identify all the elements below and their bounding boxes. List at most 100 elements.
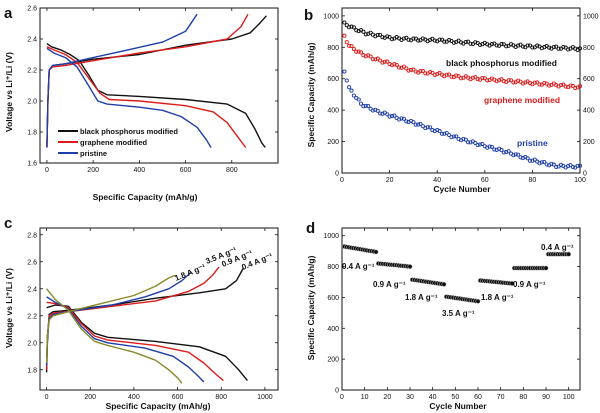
panel-b-point-1 — [354, 49, 359, 54]
panel-d-ylabel: Specific Capacity (mAh/g) — [306, 255, 316, 360]
panel-b-point-0 — [375, 32, 380, 38]
panel-b-point-0 — [416, 38, 421, 43]
panel-b-point-1 — [547, 83, 552, 88]
panel-c-rate-label-1.8: 1.8 A g⁻¹ — [173, 262, 207, 283]
panel-b-point-1 — [380, 60, 385, 65]
panel-b-point-1 — [480, 75, 485, 81]
panel-label-a: a — [4, 5, 13, 22]
panel-d-point-seg6 — [566, 251, 572, 257]
panel-b-point-2 — [477, 142, 483, 147]
panel-b-point-0 — [354, 28, 359, 33]
panel-b-frame — [341, 7, 581, 174]
panel-b-point-2 — [549, 161, 554, 166]
panel-c-ytick-label: 2.4 — [27, 286, 37, 293]
panel-b-point-2 — [375, 108, 380, 113]
panel-d-rate-label-seg6: 0.9 A g⁻¹ — [513, 280, 546, 289]
panel-b-point-1 — [544, 81, 549, 86]
panel-label-b: b — [304, 7, 313, 24]
panel-b-point-0 — [411, 36, 416, 41]
panel-d-ytick-label: 1000 — [323, 233, 339, 240]
panel-b-xlabel: Cycle Number — [433, 184, 491, 194]
panel-b-xtick-label: 0 — [340, 177, 344, 184]
panel-b-point-1 — [368, 54, 373, 59]
panel-b-point-0 — [378, 32, 383, 37]
panel-b-point-2 — [518, 155, 523, 160]
panel-c-plot: 0 200 400 600 800 1000 1.8 2.0 2.2 2.4 2.6 2.8 — [27, 227, 279, 401]
panel-b-point-2 — [542, 159, 547, 165]
panel-b-point-1 — [470, 75, 475, 80]
panel-b-point-1 — [420, 69, 425, 74]
panel-b-point-2 — [461, 136, 466, 142]
panel-d-xlabel: Cycle Number — [429, 401, 487, 411]
panel-b-ytick-label-right: 200 — [583, 139, 595, 146]
panel-b-point-0 — [468, 41, 473, 46]
panel-b-point-1 — [347, 43, 352, 48]
panel-b-point-1 — [375, 56, 380, 61]
panel-b-point-0 — [349, 24, 354, 29]
panel-b-point-0 — [527, 43, 533, 48]
panel-b-point-1 — [532, 80, 537, 85]
panel-b-ytick-label: 0 — [335, 171, 339, 178]
panel-b-ytick-label: 1000 — [323, 13, 339, 20]
panel-a-xlabel: Specific Capacity (mAh/g) — [93, 192, 198, 202]
panel-b-point-2 — [466, 140, 471, 145]
panel-b-point-1 — [342, 33, 347, 38]
panel-b-point-2 — [399, 116, 404, 121]
panel-b-point-0 — [504, 44, 509, 49]
panel-d-frame — [341, 227, 581, 391]
panel-d-rate-label-seg1: 0.4 A g⁻¹ — [342, 262, 375, 271]
panel-b-ytick-label-right: 400 — [583, 108, 595, 115]
panel-label-d: d — [306, 220, 315, 237]
panel-b-point-2 — [370, 108, 375, 113]
panel-c-xtick-label: 200 — [84, 394, 96, 401]
panel-c-xtick-label: 600 — [172, 394, 184, 401]
panel-b-point-2 — [525, 156, 530, 161]
panel-b-point-0 — [577, 46, 583, 51]
panel-b-point-2 — [475, 143, 480, 148]
panel-b-point-2 — [418, 121, 423, 126]
panel-b-point-0 — [447, 38, 452, 43]
panel-b-point-2 — [387, 114, 392, 119]
panel-b-point-2 — [527, 158, 533, 163]
panel-b-point-2 — [363, 103, 368, 108]
panel-a-charge-curve-2 — [46, 13, 198, 148]
panel-b-point-1 — [454, 73, 459, 78]
panel-c-xtick-label: 1000 — [257, 394, 273, 401]
panel-b-point-2 — [378, 111, 383, 116]
panel-c-charge-curve-3 — [45, 274, 176, 364]
panel-b-point-2 — [499, 148, 504, 153]
panel-b-point-2 — [444, 130, 449, 136]
panel-b-point-2 — [575, 163, 580, 168]
panel-b-point-0 — [566, 47, 571, 52]
panel-b-point-2 — [428, 125, 433, 130]
panel-b-point-1 — [397, 65, 402, 70]
panel-b-ytick-label-right: 600 — [583, 76, 595, 83]
panel-b-point-0 — [401, 36, 406, 41]
panel-d-point-seg0 — [373, 249, 379, 255]
panel-b-annotation-black-phosphorus: black phosphorus modified — [446, 58, 557, 68]
panel-b-point-1 — [428, 69, 433, 75]
panel-a-ytick-label: 2.4 — [27, 37, 37, 44]
panel-d-xtick-label: 10 — [361, 394, 369, 401]
panel-b-point-2 — [385, 112, 390, 117]
panel-b-point-2 — [423, 126, 428, 131]
panel-b-point-0 — [535, 43, 540, 48]
panel-b-point-2 — [473, 140, 478, 146]
panel-b-point-1 — [577, 84, 583, 89]
panel-d-xtick-label: 0 — [340, 394, 344, 401]
panel-b-xtick-label: 60 — [481, 177, 489, 184]
panel-d-rate-label-seg3: 1.8 A g⁻¹ — [405, 293, 438, 302]
panel-a-ytick-label: 1.6 — [27, 161, 37, 168]
panel-b-point-0 — [561, 44, 566, 50]
panel-b-annotation-pristine: pristine — [517, 138, 548, 148]
panel-b-point-0 — [342, 20, 347, 25]
panel-a-ytick-label: 2.6 — [27, 6, 37, 13]
panel-b-point-2 — [413, 122, 418, 127]
panel-b-ytick-label: 600 — [327, 76, 339, 83]
panel-b-point-1 — [458, 76, 464, 81]
panel-b-point-2 — [342, 69, 347, 74]
panel-d-xtick-label: 40 — [429, 394, 437, 401]
panel-a-discharge-curve-2 — [46, 47, 212, 148]
panel-b-point-2 — [437, 129, 442, 134]
panel-b-point-1 — [456, 74, 461, 79]
